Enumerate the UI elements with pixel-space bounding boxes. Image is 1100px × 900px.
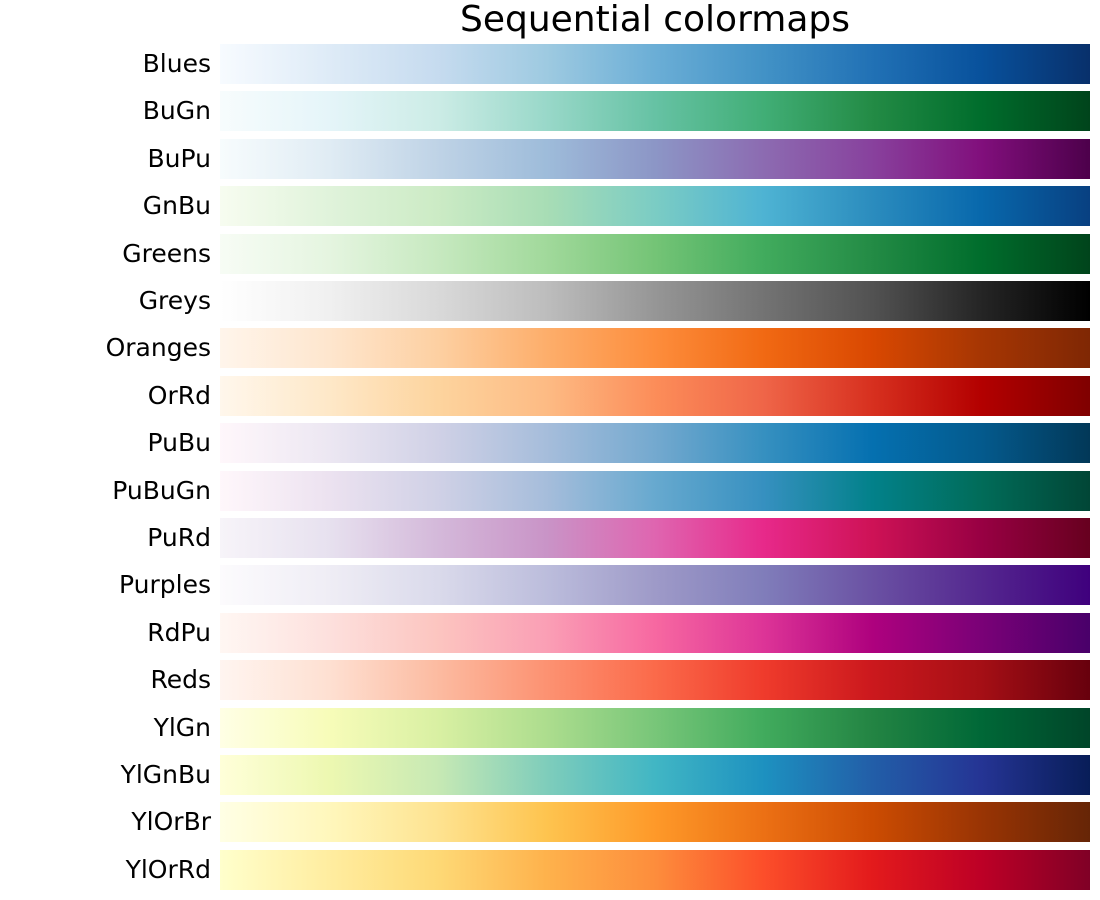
colormap-bar-purples <box>220 565 1090 606</box>
colormap-row-rdpu: RdPu <box>0 612 1100 653</box>
colormap-row-orrd: OrRd <box>0 375 1100 416</box>
colormap-row-pubugn: PuBuGn <box>0 470 1100 511</box>
colormap-row-oranges: Oranges <box>0 328 1100 369</box>
colormap-bar-reds <box>220 660 1090 701</box>
colormap-label: Oranges <box>105 333 211 363</box>
colormap-bar-ylorrd <box>220 849 1090 890</box>
colormap-label: PuBuGn <box>112 475 211 505</box>
colormap-bar-bupu <box>220 138 1090 179</box>
colormap-label: YlGn <box>153 712 211 742</box>
colormap-bar-ylorbr <box>220 802 1090 843</box>
colormap-row-greens: Greens <box>0 233 1100 274</box>
colormap-bar-blues <box>220 44 1090 84</box>
chart-title: Sequential colormaps <box>459 0 850 40</box>
colormap-row-bugn: BuGn <box>0 91 1100 132</box>
colormap-bar-gnbu <box>220 186 1090 227</box>
colormap-label: GnBu <box>142 191 211 221</box>
colormap-label: YlOrBr <box>131 807 211 837</box>
colormap-label: BuPu <box>147 143 211 173</box>
colormap-label: Purples <box>119 570 211 600</box>
colormap-label: YlGnBu <box>120 760 211 789</box>
colormap-label: Greens <box>122 238 211 268</box>
colormap-label: YlOrRd <box>125 854 211 884</box>
colormap-row-blues: Blues <box>0 44 1100 84</box>
colormap-row-pubu: PuBu <box>0 423 1100 464</box>
colormap-bar-bugn <box>220 91 1090 132</box>
colormap-bar-oranges <box>220 328 1090 369</box>
colormap-label: PuRd <box>147 523 211 552</box>
colormap-label: RdPu <box>147 617 211 647</box>
colormap-row-ylgn: YlGn <box>0 707 1100 748</box>
colormap-row-purples: Purples <box>0 565 1100 606</box>
colormap-row-ylorrd: YlOrRd <box>0 849 1100 890</box>
colormap-row-greys: Greys <box>0 281 1100 321</box>
colormap-row-purd: PuRd <box>0 518 1100 558</box>
colormap-label: OrRd <box>147 380 211 410</box>
colormap-label: Reds <box>150 665 211 695</box>
colormap-row-ylgnbu: YlGnBu <box>0 755 1100 795</box>
colormap-bar-ylgnbu <box>220 755 1090 795</box>
colormap-bar-greens <box>220 233 1090 274</box>
colormap-bar-pubu <box>220 423 1090 464</box>
colormap-label: BuGn <box>142 96 211 126</box>
colormap-bar-purd <box>220 518 1090 558</box>
colormap-label: Greys <box>138 286 211 315</box>
colormap-row-bupu: BuPu <box>0 138 1100 179</box>
colormap-row-reds: Reds <box>0 660 1100 701</box>
colormap-bar-orrd <box>220 375 1090 416</box>
colormap-label: PuBu <box>147 428 211 458</box>
colormap-bar-pubugn <box>220 470 1090 511</box>
colormap-bar-rdpu <box>220 612 1090 653</box>
colormap-row-ylorbr: YlOrBr <box>0 802 1100 843</box>
colormap-bar-ylgn <box>220 707 1090 748</box>
colormap-row-gnbu: GnBu <box>0 186 1100 227</box>
colormap-label: Blues <box>142 49 211 78</box>
colormap-bar-greys <box>220 281 1090 321</box>
